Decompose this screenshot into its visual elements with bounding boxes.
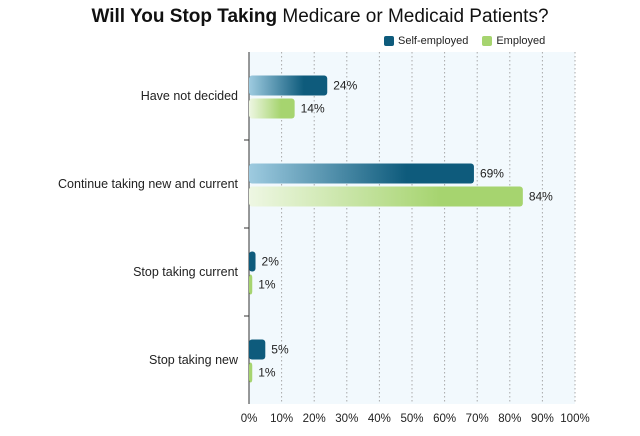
chart-title-bold: Will You Stop Taking	[91, 6, 278, 27]
data-label: 69%	[480, 167, 504, 181]
x-tick-label: 30%	[335, 413, 358, 425]
chart-title-regular: Medicare or Medicaid Patients?	[282, 6, 549, 27]
x-tick-label: 90%	[531, 413, 554, 425]
data-label: 1%	[258, 366, 276, 380]
x-tick-label: 0%	[241, 413, 258, 425]
legend-swatch-employed	[482, 36, 493, 46]
bar-self-employed	[249, 339, 266, 360]
x-tick-label: 100%	[560, 413, 589, 425]
bar-employed	[249, 274, 253, 295]
legend-swatch-self-employed	[384, 36, 394, 46]
category-label: Have not decided	[141, 89, 238, 103]
x-tick-label: 60%	[433, 413, 456, 425]
category-label: Stop taking current	[133, 265, 238, 279]
data-label: 5%	[271, 343, 289, 357]
x-tick-label: 80%	[498, 413, 521, 425]
chart-title: Will You Stop Taking Medicare or Medicai…	[0, 6, 640, 28]
legend-item-employed: Employed	[482, 35, 545, 47]
bar-self-employed	[249, 75, 328, 96]
x-tick-label: 50%	[400, 413, 423, 425]
bar-employed	[249, 362, 253, 383]
category-label: Stop taking new	[149, 353, 239, 367]
x-tick-label: 40%	[368, 413, 391, 425]
legend-item-self-employed: Self-employed	[384, 35, 468, 47]
chart-legend: Self-employed Employed	[384, 35, 559, 47]
category-label: Continue taking new and current	[58, 177, 239, 191]
data-label: 84%	[529, 190, 553, 204]
bar-self-employed	[249, 251, 256, 272]
bar-employed	[249, 186, 523, 207]
data-label: 2%	[262, 255, 280, 269]
data-label: 1%	[258, 278, 276, 292]
legend-label-employed: Employed	[496, 35, 546, 47]
data-label: 14%	[301, 102, 325, 116]
x-tick-label: 20%	[303, 413, 326, 425]
x-tick-label: 70%	[466, 413, 489, 425]
data-label: 24%	[333, 79, 357, 93]
bar-self-employed	[249, 163, 474, 184]
bar-employed	[249, 98, 295, 119]
x-tick-label: 10%	[270, 413, 293, 425]
legend-label-self-employed: Self-employed	[398, 35, 469, 47]
